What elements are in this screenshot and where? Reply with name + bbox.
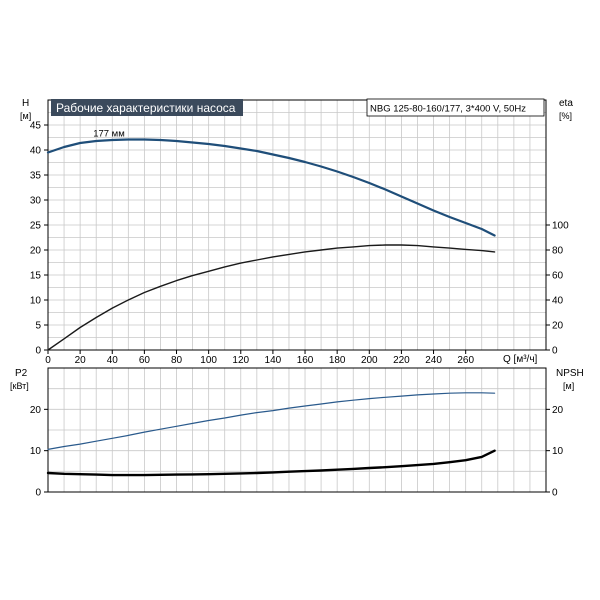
chart-subtitle: NBG 125-80-160/177, 3*400 V, 50Hz: [370, 104, 526, 115]
p2-axis-label-unit: [кВт]: [10, 381, 29, 391]
tick-label: 260: [457, 355, 474, 366]
top-chart-grid: [48, 100, 546, 350]
head-curve-0: [46, 138, 496, 237]
impeller-diameter-annotation: 177 мм: [93, 129, 125, 140]
tick-label: 40: [30, 146, 42, 157]
tick-label: 240: [425, 355, 442, 366]
tick-label: 200: [361, 355, 378, 366]
top-left-y-ticks: 0 5 10 15 20 25 30 35 40 45: [30, 121, 48, 357]
tick-label: 25: [30, 221, 42, 232]
series-layer: [46, 138, 496, 477]
npsh-axis-label-unit: [м]: [563, 381, 574, 391]
bottom-chart-grid: [48, 368, 546, 492]
tick-label: 60: [139, 355, 151, 366]
tick-label: 80: [552, 246, 564, 257]
tick-label: 20: [75, 355, 87, 366]
tick-label: 120: [232, 355, 249, 366]
tick-label: 80: [171, 355, 183, 366]
tick-label: 10: [30, 296, 42, 307]
tick-label: 45: [30, 121, 42, 132]
head-axis-label-unit: [м]: [20, 111, 31, 121]
head-axis-label-symbol: H: [22, 98, 29, 109]
tick-label: 0: [35, 346, 41, 357]
tick-label: 10: [552, 446, 564, 457]
eta-axis-label-symbol: eta: [559, 98, 573, 109]
tick-label: 0: [45, 355, 51, 366]
tick-label: 180: [329, 355, 346, 366]
tick-label: 0: [35, 488, 41, 499]
tick-label: 15: [30, 271, 42, 282]
bottom-plot-frame: [47, 367, 547, 493]
tick-label: 160: [297, 355, 314, 366]
tick-label: 140: [265, 355, 282, 366]
eta-axis-label-unit: [%]: [559, 111, 572, 121]
tick-label: 40: [552, 296, 564, 307]
tick-label: 10: [30, 446, 42, 457]
npsh-axis-label-symbol: NPSH: [556, 368, 584, 379]
tick-label: 30: [30, 196, 42, 207]
flow-axis-label: Q [м³/ч]: [503, 354, 538, 365]
bottom-right-y-ticks: 0 10 20: [546, 405, 564, 499]
tick-label: 100: [200, 355, 217, 366]
tick-label: 35: [30, 171, 42, 182]
tick-label: 0: [552, 488, 558, 499]
tick-label: 40: [107, 355, 119, 366]
chart-subtitle-box: [366, 98, 545, 117]
p2-axis-label-symbol: P2: [15, 368, 28, 379]
tick-label: 20: [552, 405, 564, 416]
npsh-curve-1: [46, 449, 496, 477]
tick-label: 220: [393, 355, 410, 366]
tick-label: 20: [30, 405, 42, 416]
bottom-left-y-ticks: 0 10 20: [30, 405, 48, 499]
tick-label: 100: [552, 221, 569, 232]
chart-title-box: [51, 99, 243, 116]
power-p2-curve-0: [47, 392, 496, 450]
tick-label: 0: [552, 346, 558, 357]
tick-label: 20: [30, 246, 42, 257]
x-axis-ticks: 0 20 40 60 80 100 120 140 160 180 200 220 240 260: [45, 350, 474, 366]
tick-label: 20: [552, 321, 564, 332]
tick-label: 60: [552, 271, 564, 282]
chart-title: Рабочие характеристики насоса: [56, 101, 236, 115]
efficiency-curve-1: [47, 244, 496, 351]
tick-label: 5: [35, 321, 41, 332]
top-right-y-ticks: 0 20 40 60 80 100: [546, 221, 569, 357]
